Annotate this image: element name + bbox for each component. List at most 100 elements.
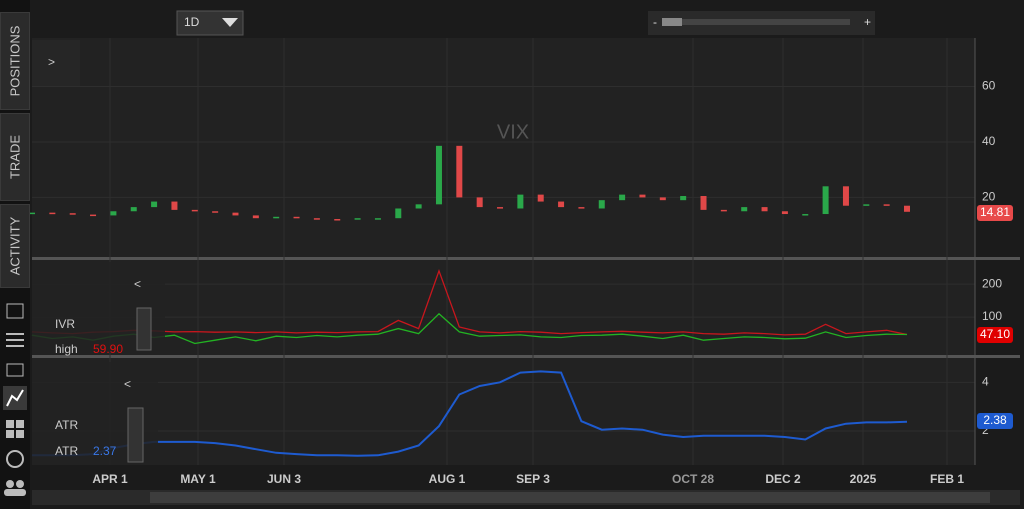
sidebar-icons <box>3 303 27 496</box>
date-label: DEC 2 <box>765 472 801 486</box>
candle <box>578 207 585 209</box>
candle <box>720 209 727 212</box>
slider-thumb[interactable] <box>662 18 682 26</box>
y-tick-label: 20 <box>982 190 996 204</box>
y-tick-label: 2 <box>982 423 989 437</box>
timeframe: 1D <box>184 15 200 29</box>
trade-tab[interactable]: TRADE <box>0 113 30 201</box>
candle <box>904 205 910 212</box>
collapse-icon: > <box>48 55 55 69</box>
series-line <box>31 268 908 336</box>
candle <box>700 196 707 210</box>
icon <box>6 389 24 407</box>
date-label: OCT 28 <box>672 472 714 486</box>
icon[interactable] <box>4 480 26 496</box>
zoom-plus[interactable]: + <box>864 15 871 29</box>
last-badge <box>977 327 1013 343</box>
atr-panel <box>32 358 975 465</box>
candle <box>558 201 565 208</box>
last-badge <box>977 205 1013 221</box>
candle <box>598 200 605 209</box>
candle <box>69 213 76 215</box>
candle <box>334 219 341 221</box>
candle <box>435 145 442 205</box>
candle <box>741 207 748 212</box>
candle <box>619 194 626 201</box>
y-tick-label: 200 <box>982 276 1002 290</box>
zoom-minus[interactable]: - <box>653 15 657 29</box>
icon[interactable] <box>6 450 24 468</box>
candle <box>293 216 300 219</box>
candle <box>639 194 646 198</box>
candle <box>151 201 158 208</box>
slider-track <box>662 19 850 25</box>
candle <box>883 204 890 206</box>
candle <box>761 207 768 212</box>
dropdown-arrow <box>222 18 238 27</box>
legend-scroll[interactable] <box>127 407 144 463</box>
divider <box>32 257 1020 260</box>
last-value: 14.81 <box>980 205 1010 219</box>
candle <box>802 214 809 216</box>
candle <box>395 208 402 219</box>
candle <box>171 201 178 210</box>
candle <box>680 196 687 201</box>
y-tick-label: 100 <box>982 309 1002 323</box>
candle <box>49 212 56 215</box>
series-line <box>32 370 908 457</box>
y-tick-label: 40 <box>982 134 996 148</box>
candle <box>517 194 524 209</box>
candle <box>415 204 422 209</box>
icon[interactable] <box>6 303 24 319</box>
date-label: AUG 1 <box>429 472 466 486</box>
last-value: 47.10 <box>980 327 1010 341</box>
last-badge <box>977 413 1013 429</box>
candle <box>537 194 544 202</box>
legend-label: ATR <box>55 444 78 458</box>
tab-label: ACTIVITY <box>7 216 23 276</box>
icon[interactable] <box>6 363 24 377</box>
legend-scroll[interactable] <box>136 307 152 351</box>
activity-tab[interactable]: ACTIVITY <box>0 204 30 288</box>
candle <box>252 215 259 219</box>
scroll-thumb[interactable] <box>150 492 990 503</box>
collapse-button[interactable] <box>32 40 80 86</box>
candle <box>232 212 239 216</box>
icon[interactable] <box>6 420 24 438</box>
candle <box>354 218 361 220</box>
y-tick-label: 4 <box>982 374 989 388</box>
candle <box>476 197 483 208</box>
candle <box>313 218 320 220</box>
candle <box>374 218 381 220</box>
date-label: SEP 3 <box>516 472 550 486</box>
positions-tab[interactable]: POSITIONS <box>0 12 30 110</box>
candle <box>273 216 280 219</box>
legend-label: IVR <box>55 317 75 331</box>
ivr-panel <box>32 260 975 355</box>
candle <box>781 211 788 215</box>
date-label: 2025 <box>850 472 877 486</box>
candle <box>822 186 829 215</box>
candle <box>30 212 35 215</box>
legend-value: 59.90 <box>93 342 123 356</box>
collapse-icon[interactable]: < <box>124 377 131 391</box>
tab-label: TRADE <box>7 134 23 180</box>
divider <box>32 355 1020 358</box>
y-tick-label: 60 <box>982 79 996 93</box>
tab-label: POSITIONS <box>7 25 23 97</box>
date-label: JUN 3 <box>267 472 301 486</box>
candle <box>90 214 97 217</box>
collapse-icon[interactable]: < <box>134 277 141 291</box>
icon[interactable] <box>6 333 24 347</box>
legend-value: 2.37 <box>93 444 117 458</box>
chart-area: 1D - + > VIX APR 1 MAY 1 JUN 3 AUG 1 SEP 3 OC… <box>30 0 1024 509</box>
candle <box>659 197 666 201</box>
price-panel <box>32 38 975 257</box>
candle <box>191 209 198 212</box>
candle <box>842 186 849 206</box>
candle <box>110 211 117 216</box>
symbol-watermark: VIX <box>497 121 529 143</box>
date-label: MAY 1 <box>180 472 216 486</box>
last-value: 2.38 <box>983 413 1007 427</box>
